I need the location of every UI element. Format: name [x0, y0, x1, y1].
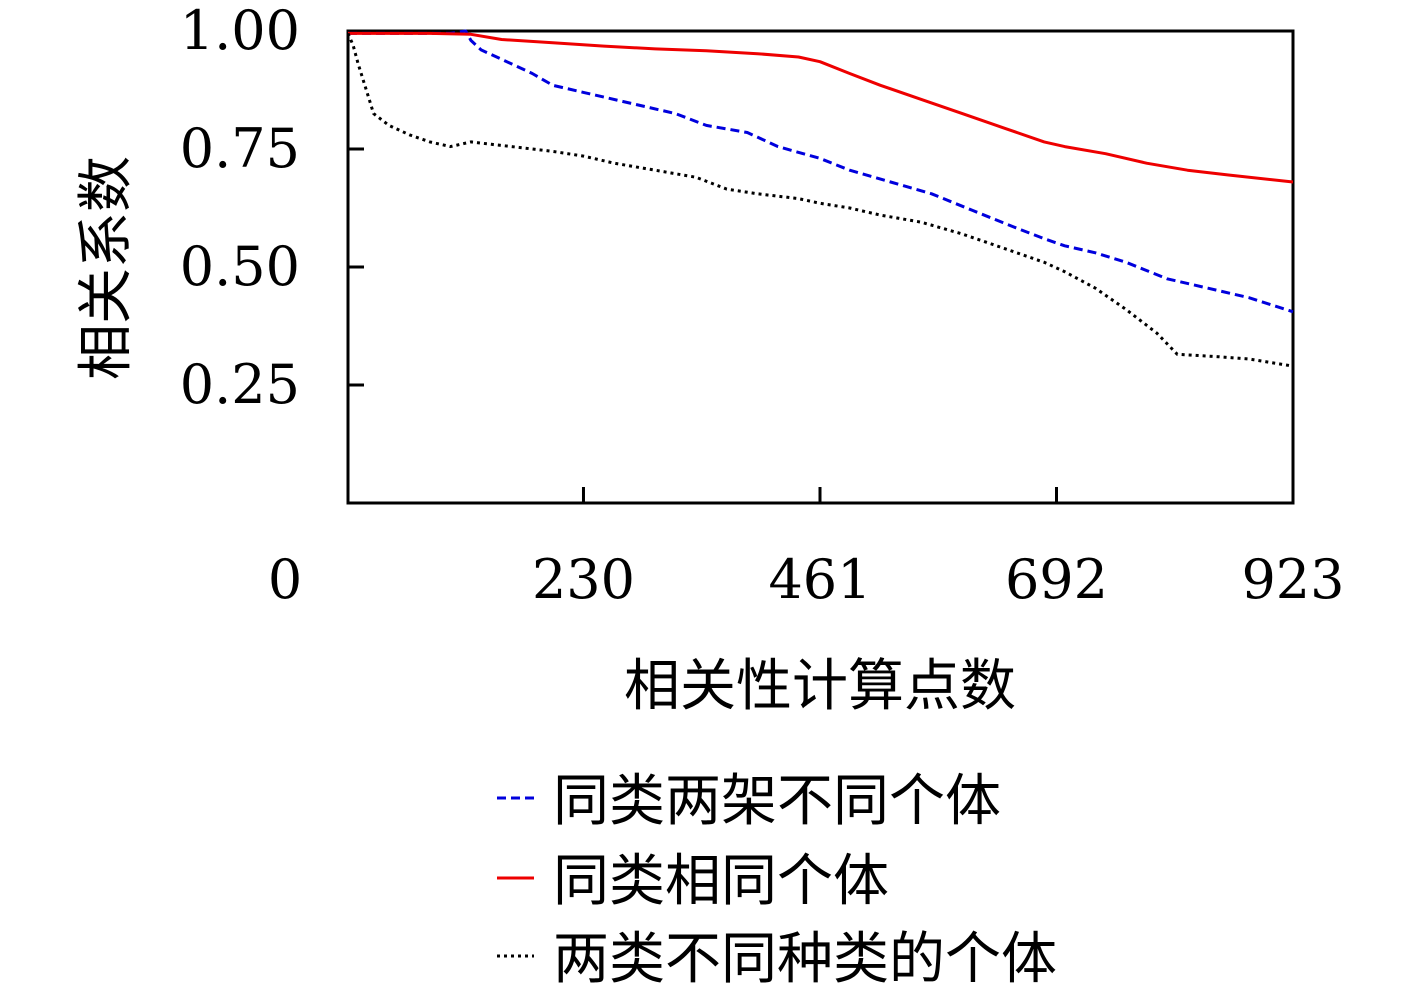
y-tick-label: 0.25	[180, 353, 300, 416]
legend-label-2: 同类相同个体	[553, 849, 889, 914]
series-line-1	[348, 29, 1294, 314]
x-axis-title: 相关性计算点数	[624, 654, 1016, 719]
x-tick-label: 230	[532, 548, 635, 611]
y-tick-label: 0.75	[180, 117, 300, 180]
plot-frame	[346, 29, 1295, 505]
y-tick-label: 1.00	[180, 0, 300, 62]
legend-label-3: 两类不同种类的个体	[553, 927, 1057, 992]
x-tick-label: 0	[268, 548, 302, 611]
x-tick-label: 461	[768, 548, 871, 611]
y-axis-ticks: 0.25 0.50 0.75 1.00	[180, 0, 364, 416]
series-lines	[346, 29, 1294, 368]
legend-label-1: 同类两架不同个体	[553, 769, 1001, 834]
series-line-2	[348, 31, 1294, 184]
y-tick-label: 0.50	[180, 235, 300, 298]
series-line-3	[346, 32, 1294, 368]
x-tick-label: 692	[1005, 548, 1108, 611]
y-axis-title: 相关系数	[74, 156, 139, 380]
x-tick-label: 923	[1241, 548, 1344, 611]
x-axis-ticks: 0 230 461 692 923	[268, 487, 1345, 611]
